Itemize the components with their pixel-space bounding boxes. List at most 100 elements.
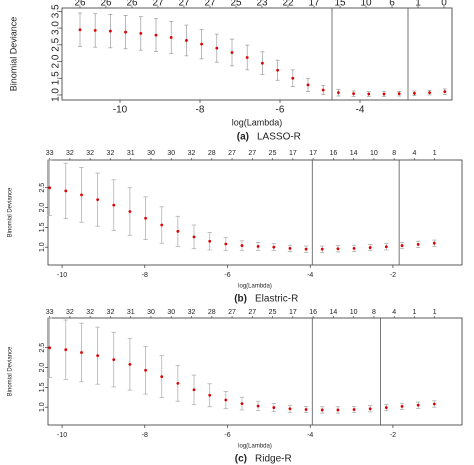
top-tick-label: 32	[66, 309, 74, 316]
point	[400, 244, 404, 247]
top-tick-label: 32	[188, 150, 196, 157]
point	[336, 408, 340, 412]
top-tick-label: 6	[389, 0, 395, 9]
point	[352, 246, 356, 250]
point	[416, 242, 420, 246]
x-tick-label: -4	[307, 432, 313, 439]
x-tick-label: -4	[356, 105, 365, 116]
y-tick-label: 3.5	[51, 4, 62, 18]
top-tick-label: 16	[329, 150, 337, 157]
caption-name: LASSO-R	[257, 132, 301, 143]
point	[245, 56, 249, 59]
point	[160, 375, 164, 379]
top-tick-label: 15	[334, 0, 346, 9]
point	[96, 354, 100, 358]
top-tick-label: 10	[350, 309, 358, 316]
point	[64, 348, 68, 352]
top-tick-label: 27	[178, 0, 190, 9]
point	[368, 246, 372, 249]
caption-label: (b)	[234, 294, 247, 305]
point	[384, 245, 388, 249]
point	[80, 351, 83, 354]
x-tick-label: -2	[390, 272, 396, 279]
top-tick-label: 32	[86, 309, 94, 316]
top-tick-label: 27	[248, 150, 256, 157]
x-tick-label: -2	[390, 432, 396, 439]
point	[384, 406, 388, 409]
point	[48, 186, 52, 190]
point	[169, 36, 173, 39]
x-tick-label: -8	[142, 272, 148, 279]
caption-name: Ridge-R	[255, 454, 292, 465]
panel: 1.0 1.5 2.0 2.5 3.0 3.5 -10 -8 -6 -4 26 26 26 27 27 27 2…	[8, 0, 453, 143]
x-tick-label: -10	[57, 432, 67, 439]
top-tick-label: 33	[46, 150, 54, 157]
point	[416, 403, 420, 407]
top-tick-label: 16	[309, 309, 317, 316]
point	[93, 29, 97, 32]
point	[112, 203, 116, 207]
point	[306, 83, 310, 87]
point	[240, 244, 244, 247]
top-tick-label: 4	[392, 309, 396, 316]
x-tick-label: -8	[196, 105, 205, 116]
top-tick-label: 17	[309, 150, 317, 157]
panel: 1.0 1.5 2.0 2.5 -10 -8 -6 -4 -2 33 32 32 32 31 30 30 32 2…	[8, 150, 463, 305]
point	[413, 91, 416, 95]
top-tick-label: 22	[282, 0, 294, 9]
top-tick-label: 0	[441, 0, 447, 9]
point	[80, 193, 83, 197]
y-tick-label: 2.0	[51, 54, 62, 68]
point	[200, 42, 204, 46]
top-tick-label: 30	[167, 309, 175, 316]
point	[288, 407, 292, 411]
point	[215, 46, 219, 50]
point	[230, 51, 234, 54]
top-tick-label: 30	[147, 309, 155, 316]
point	[224, 242, 228, 246]
y-tick-label: 1.5	[39, 382, 46, 392]
top-tick-label: 14	[350, 150, 358, 157]
point	[432, 402, 436, 406]
point	[78, 28, 82, 32]
point	[144, 368, 148, 372]
top-tick-label: 27	[228, 309, 236, 316]
y-tick-label: 2.0	[39, 203, 46, 213]
x-tick-label: -8	[142, 432, 148, 439]
plot-frame	[47, 159, 463, 266]
point	[320, 247, 324, 251]
top-tick-label: 23	[256, 0, 268, 9]
point	[432, 241, 436, 245]
point	[64, 189, 68, 193]
x-tick-label: -4	[307, 272, 313, 279]
point	[352, 408, 356, 411]
top-tick-label: 26	[126, 0, 138, 9]
caption-name: Elastric-R	[255, 294, 298, 305]
top-tick-label: 27	[248, 309, 256, 316]
top-tick-label: 32	[188, 309, 196, 316]
top-tick-label: 17	[289, 150, 297, 157]
point	[109, 29, 112, 33]
top-tick-label: 26	[100, 0, 112, 9]
x-tick-label: -6	[224, 432, 230, 439]
top-tick-label: 17	[308, 0, 320, 9]
x-tick-label: -10	[113, 105, 128, 116]
point	[428, 91, 431, 95]
point	[208, 239, 212, 243]
y-tick-label: 1.0	[39, 242, 46, 252]
top-tick-label: 8	[392, 150, 396, 157]
x-axis-label: log(Lambda)	[238, 444, 272, 450]
point	[176, 229, 180, 233]
point	[256, 244, 260, 248]
top-tick-label: 1	[433, 150, 437, 157]
point	[397, 92, 401, 96]
x-axis-label: log(Lambda)	[232, 117, 283, 127]
top-tick-label: 8	[372, 309, 376, 316]
top-tick-label: 28	[208, 150, 216, 157]
plot-frame	[61, 7, 453, 101]
point	[276, 68, 279, 72]
top-tick-label: 32	[66, 150, 74, 157]
point	[272, 245, 276, 249]
caption-label: (c)	[235, 454, 247, 465]
